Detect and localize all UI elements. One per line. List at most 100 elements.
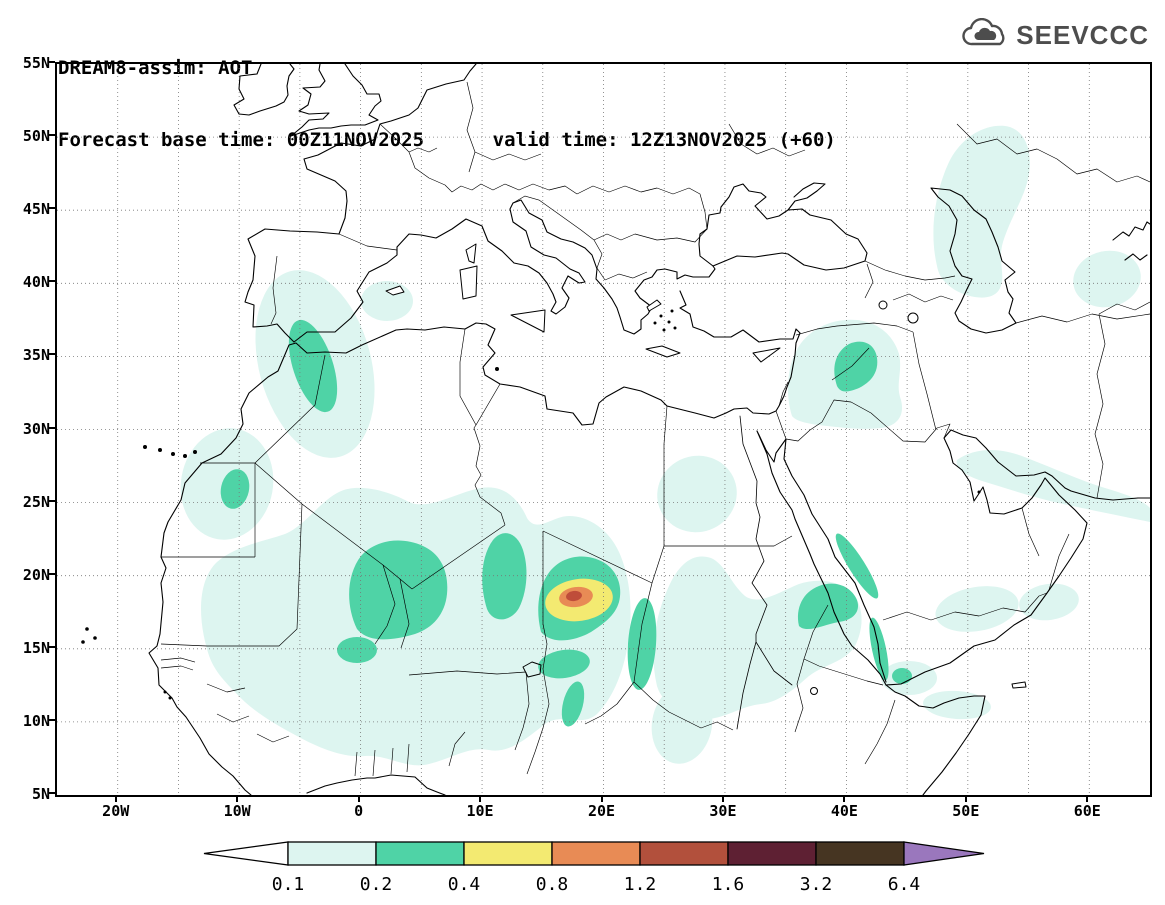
lat-tick-label: 5N <box>31 785 50 803</box>
lon-tick-label: 60E <box>1073 802 1101 820</box>
lat-tick-mark <box>48 61 55 63</box>
lat-tick-label: 25N <box>22 492 50 511</box>
coastlines <box>148 64 1150 795</box>
aot-fill-0.1-0.2 <box>180 125 1150 766</box>
lat-tick-label: 50N <box>22 127 50 146</box>
lake-urmia <box>907 312 919 324</box>
lake-van <box>878 300 888 310</box>
coast-aral-fragment <box>1112 221 1150 261</box>
colorbar-level-label: 1.2 <box>624 874 657 895</box>
lon-tick-label: 30E <box>709 802 737 820</box>
coast-caspian <box>930 187 1017 334</box>
colorbar-segment <box>815 841 905 866</box>
lat-tick-mark <box>48 572 55 575</box>
colorbar-level-label: 0.8 <box>536 874 569 895</box>
colorbar-segment <box>727 841 817 866</box>
island-crete <box>645 345 681 358</box>
island-euboea <box>646 299 662 312</box>
lat-tick-mark <box>48 207 55 210</box>
lon-tick-mark <box>843 795 846 802</box>
colorbar-level-label: 1.6 <box>712 874 745 895</box>
lat-tick-label: 10N <box>22 711 50 730</box>
colorbar-level-label: 6.4 <box>888 874 921 895</box>
island-cyprus <box>752 347 781 363</box>
colorbar-segment <box>463 841 553 866</box>
coast-red-sea <box>756 430 887 686</box>
lon-tick-label: 50E <box>952 802 980 820</box>
title-block: DREAM8-assim: AOT Forecast base time: 00… <box>58 8 836 200</box>
lake-tana <box>810 687 818 695</box>
aot-fill-0.2-0.4 <box>220 319 912 727</box>
colorbar-segment <box>375 841 465 866</box>
lat-tick-mark <box>48 426 55 429</box>
seevccc-logo: SEEVCCC <box>958 18 1149 52</box>
coast-horn-of-africa <box>885 684 986 795</box>
map-frame <box>55 62 1152 797</box>
island-mallorca <box>385 285 405 296</box>
coast-gulf-of-guinea <box>306 774 446 795</box>
lat-tick-mark <box>48 645 55 648</box>
lat-tick-label: 20N <box>22 565 50 584</box>
lat-tick-mark <box>48 280 55 283</box>
colorbar-segment <box>639 841 729 866</box>
lat-tick-label: 45N <box>22 200 50 219</box>
aot-map <box>57 64 1150 795</box>
coast-iran-gulf <box>950 429 1150 501</box>
lon-tick-mark <box>357 795 360 802</box>
coast-britain <box>290 64 382 137</box>
lon-tick-mark <box>114 795 117 802</box>
coast-arabia <box>885 429 1088 686</box>
lon-tick-label: 40E <box>830 802 858 820</box>
colorbar-segment <box>287 841 377 866</box>
lon-tick-mark <box>600 795 603 802</box>
colorbar-level-label: 0.4 <box>448 874 481 895</box>
lat-tick-mark <box>48 353 55 356</box>
colorbar-legend: 0.1 0.2 0.4 0.8 1.2 1.6 3.2 6.4 <box>200 838 994 902</box>
colorbar-segment <box>551 841 641 866</box>
lat-tick-mark <box>48 792 55 794</box>
lon-tick-label: 0 <box>354 802 364 820</box>
island-socotra <box>1011 681 1027 689</box>
cloud-icon <box>962 18 1005 46</box>
lon-tick-label: 20W <box>102 802 130 820</box>
nile-river <box>736 415 793 730</box>
lon-tick-mark <box>721 795 724 802</box>
coast-atlantic-europe <box>244 64 477 343</box>
lon-tick-label: 20E <box>587 802 616 820</box>
colorbar-level-label: 3.2 <box>800 874 833 895</box>
logo-text: SEEVCCC <box>1016 19 1149 50</box>
islands <box>81 243 1027 700</box>
aot-fill-1.2-1.6 <box>566 590 582 602</box>
lake-chad <box>522 661 542 678</box>
island-sardinia <box>459 265 478 300</box>
colorbar-level-label: 0.2 <box>360 874 393 895</box>
lon-tick-label: 10W <box>223 802 251 820</box>
lon-tick-mark <box>479 795 482 802</box>
lat-tick-label: 40N <box>22 273 50 292</box>
lat-tick-label: 35N <box>22 346 50 365</box>
colorbar-arrow-left <box>203 841 289 866</box>
country-borders <box>160 81 1150 777</box>
lat-tick-label: 55N <box>22 54 50 72</box>
lat-tick-mark <box>48 718 55 721</box>
lon-tick-mark <box>1086 795 1089 802</box>
colorbar-level-label: 0.1 <box>272 874 305 895</box>
coast-mediterranean-north <box>293 199 716 343</box>
island-dots <box>81 309 981 700</box>
island-corsica <box>465 243 477 264</box>
coast-anatolia-north-africa <box>148 290 801 795</box>
colorbar: 0.1 0.2 0.4 0.8 1.2 1.6 3.2 6.4 <box>203 841 985 895</box>
colorbar-arrow-right <box>903 841 985 866</box>
lon-tick-mark <box>964 795 967 802</box>
island-sicily <box>510 309 546 333</box>
lat-tick-mark <box>48 499 55 502</box>
lon-tick-label: 10E <box>466 802 494 820</box>
coast-ireland <box>233 64 295 116</box>
lat-tick-label: 15N <box>22 638 50 657</box>
lat-tick-mark <box>48 134 55 137</box>
coast-black-sea <box>698 182 868 271</box>
lon-tick-mark <box>236 795 239 802</box>
lakes <box>522 300 919 695</box>
aot-fill-hotspot <box>545 578 613 622</box>
